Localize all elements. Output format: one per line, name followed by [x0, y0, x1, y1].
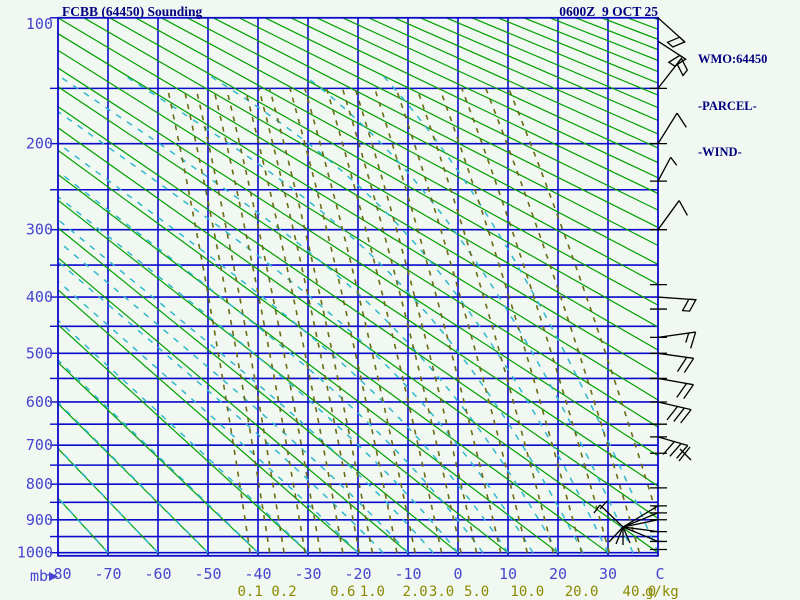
plot-frame — [57, 16, 659, 557]
pressure-axis-arrow-icon — [49, 572, 58, 581]
temp-axis-label: 20 — [549, 565, 567, 583]
pressure-axis-label: 400 — [26, 288, 53, 306]
mixing-ratio-label: 20.0 — [565, 584, 599, 600]
mixing-ratio-lines — [166, 88, 658, 553]
chart-datetime: 0600Z 9 OCT 25 — [559, 4, 658, 19]
pressure-axis-label: 700 — [26, 436, 53, 454]
temp-axis-label: 30 — [599, 565, 617, 583]
pressure-axis-label: 100 — [26, 15, 53, 33]
pressure-axis-label: 600 — [26, 393, 53, 411]
wmo-id-label: WMO:64450 — [698, 52, 768, 66]
pressure-axis-label: 200 — [26, 135, 53, 153]
temp-axis-label: -40 — [244, 565, 271, 583]
wind-label: -WIND- — [698, 145, 742, 159]
mixing-ratio-label: 1.0 — [360, 584, 385, 600]
mixing-ratio-label: 40.0 — [623, 584, 657, 600]
moist-adiabats — [58, 75, 658, 554]
temp-axis-label: -30 — [294, 565, 321, 583]
temp-axis-label: -60 — [144, 565, 171, 583]
temp-axis-label: -70 — [94, 565, 121, 583]
pressure-axis-label: 900 — [26, 511, 53, 529]
temp-axis-label: -10 — [394, 565, 421, 583]
mixing-ratio-label: 0.1 — [237, 584, 262, 600]
mixing-ratio-label: 2.0 — [402, 584, 427, 600]
pressure-axis-unit: mb — [30, 567, 48, 585]
mixing-ratio-label: 5.0 — [464, 584, 489, 600]
parcel-label: -PARCEL- — [698, 98, 757, 113]
mixing-ratio-label: 3.0 — [429, 584, 454, 600]
wind-barbs — [593, 17, 697, 545]
temp-axis-label: -20 — [344, 565, 371, 583]
mixing-ratio-label: 0.6 — [330, 584, 355, 600]
temp-axis-label: -80 — [44, 565, 71, 583]
temp-axis-unit: C — [655, 565, 664, 583]
pressure-axis-label: 500 — [26, 344, 53, 362]
temp-axis-label: 0 — [453, 565, 462, 583]
mixing-ratio-unit: g/kg — [645, 584, 679, 600]
temp-axis-label: -50 — [194, 565, 221, 583]
chart-title: FCBB (64450) Sounding — [62, 4, 203, 19]
pressure-axis-label: 800 — [26, 475, 53, 493]
temp-axis-label: 10 — [499, 565, 517, 583]
pressure-axis-label: 300 — [26, 221, 53, 239]
dry-adiabats — [58, 17, 658, 554]
pressure-axis-label: 1000 — [17, 544, 53, 562]
mixing-ratio-label: 10.0 — [510, 584, 544, 600]
mixing-ratio-label: 0.2 — [271, 584, 296, 600]
side-label-block: WMO:64450 -PARCEL- -WIND- — [698, 21, 767, 192]
